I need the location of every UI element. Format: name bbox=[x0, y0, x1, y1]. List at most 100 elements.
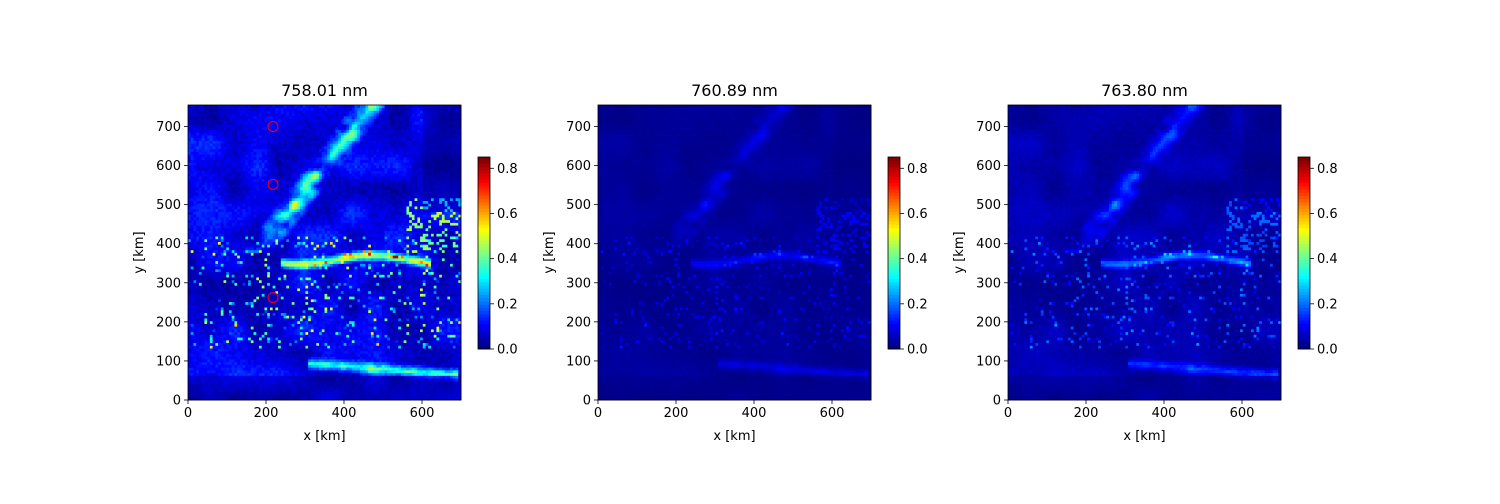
heatmap-cell bbox=[223, 384, 226, 387]
heatmap-cell bbox=[393, 373, 396, 376]
heatmap-cell bbox=[379, 367, 382, 370]
heatmap-cell bbox=[223, 392, 226, 395]
heatmap-cell bbox=[325, 389, 328, 392]
heatmap-cell bbox=[442, 389, 445, 392]
heatmap-cell bbox=[368, 395, 371, 398]
heatmap-cell bbox=[226, 375, 229, 378]
heatmap-cell bbox=[284, 367, 287, 370]
heatmap-cell bbox=[243, 386, 246, 389]
heatmap-cell bbox=[360, 386, 363, 389]
heatmap-cell bbox=[412, 370, 415, 373]
heatmap-cell bbox=[431, 370, 434, 373]
heatmap-cell bbox=[191, 375, 194, 378]
heatmap-cell bbox=[456, 375, 459, 378]
heatmap-cell bbox=[251, 395, 254, 398]
heatmap-cell bbox=[210, 378, 213, 381]
heatmap-cell bbox=[207, 386, 210, 389]
heatmap-cell bbox=[445, 389, 448, 392]
heatmap-cell bbox=[325, 364, 328, 367]
heatmap-cell bbox=[357, 375, 360, 378]
heatmap-cell bbox=[390, 373, 393, 376]
heatmap-cell bbox=[248, 373, 251, 376]
heatmap-cell bbox=[188, 392, 191, 395]
heatmap-cell bbox=[322, 375, 325, 378]
heatmap-cell bbox=[278, 381, 281, 384]
heatmap-cell bbox=[284, 378, 287, 381]
heatmap-cell bbox=[390, 378, 393, 381]
heatmap-cell bbox=[234, 384, 237, 387]
heatmap-cell bbox=[420, 364, 423, 367]
heatmap-cell bbox=[412, 364, 415, 367]
heatmap-cell bbox=[379, 386, 382, 389]
heatmap-cell bbox=[346, 370, 349, 373]
heatmap-cell bbox=[193, 367, 196, 370]
heatmap-cell bbox=[352, 389, 355, 392]
heatmap-cell bbox=[193, 392, 196, 395]
heatmap-cell bbox=[368, 375, 371, 378]
heatmap-cell bbox=[368, 384, 371, 387]
heatmap-cell bbox=[423, 373, 426, 376]
heatmap-cell bbox=[245, 381, 248, 384]
heatmap-cell bbox=[251, 386, 254, 389]
heatmap-cell bbox=[243, 395, 246, 398]
heatmap-cell bbox=[426, 373, 429, 376]
heatmap-cell bbox=[311, 364, 314, 367]
heatmap-cell bbox=[308, 370, 311, 373]
heatmap-cell bbox=[202, 367, 205, 370]
heatmap-cell bbox=[234, 378, 237, 381]
heatmap-cell bbox=[417, 378, 420, 381]
heatmap-cell bbox=[398, 375, 401, 378]
heatmap-cell bbox=[215, 384, 218, 387]
heatmap-cell bbox=[376, 395, 379, 398]
heatmap-cell bbox=[349, 375, 352, 378]
heatmap-cell bbox=[284, 392, 287, 395]
heatmap-cell bbox=[333, 364, 336, 367]
heatmap-cell bbox=[286, 386, 289, 389]
heatmap-cell bbox=[360, 392, 363, 395]
heatmap-cell bbox=[234, 370, 237, 373]
heatmap-cell bbox=[251, 370, 254, 373]
heatmap-cell bbox=[360, 384, 363, 387]
heatmap-cell bbox=[262, 395, 265, 398]
heatmap-cell bbox=[316, 364, 319, 367]
heatmap-cell bbox=[275, 373, 278, 376]
heatmap-cell bbox=[300, 375, 303, 378]
heatmap-cell bbox=[218, 375, 221, 378]
heatmap-cell bbox=[344, 375, 347, 378]
heatmap-cell bbox=[300, 395, 303, 398]
heatmap-cell bbox=[278, 370, 281, 373]
heatmap-cell bbox=[213, 389, 216, 392]
heatmap-cell bbox=[352, 367, 355, 370]
heatmap-cell bbox=[335, 395, 338, 398]
heatmap-cell bbox=[393, 381, 396, 384]
heatmap-cell bbox=[188, 386, 191, 389]
heatmap-cell bbox=[319, 381, 322, 384]
heatmap-cell bbox=[248, 370, 251, 373]
heatmap-cell bbox=[406, 392, 409, 395]
heatmap-cell bbox=[338, 389, 341, 392]
heatmap-cell bbox=[234, 389, 237, 392]
heatmap-cell bbox=[202, 375, 205, 378]
heatmap-cell bbox=[204, 392, 207, 395]
heatmap-cell bbox=[365, 386, 368, 389]
heatmap-cell bbox=[314, 389, 317, 392]
heatmap-cell bbox=[333, 378, 336, 381]
heatmap-cell bbox=[385, 392, 388, 395]
heatmap-cell bbox=[213, 362, 216, 365]
heatmap-cell bbox=[254, 386, 257, 389]
heatmap-cell bbox=[434, 373, 437, 376]
heatmap-cell bbox=[292, 364, 295, 367]
heatmap-cell bbox=[456, 367, 459, 370]
heatmap-cell bbox=[379, 373, 382, 376]
heatmap-cell bbox=[423, 370, 426, 373]
heatmap-cell bbox=[385, 373, 388, 376]
heatmap-cell bbox=[278, 389, 281, 392]
heatmap-cell bbox=[207, 367, 210, 370]
heatmap-cell bbox=[311, 362, 314, 365]
heatmap-cell bbox=[445, 381, 448, 384]
heatmap-cell bbox=[262, 386, 265, 389]
heatmap-cell bbox=[191, 395, 194, 398]
heatmap-cell bbox=[447, 375, 450, 378]
heatmap-cell bbox=[191, 378, 194, 381]
heatmap-cell bbox=[264, 373, 267, 376]
